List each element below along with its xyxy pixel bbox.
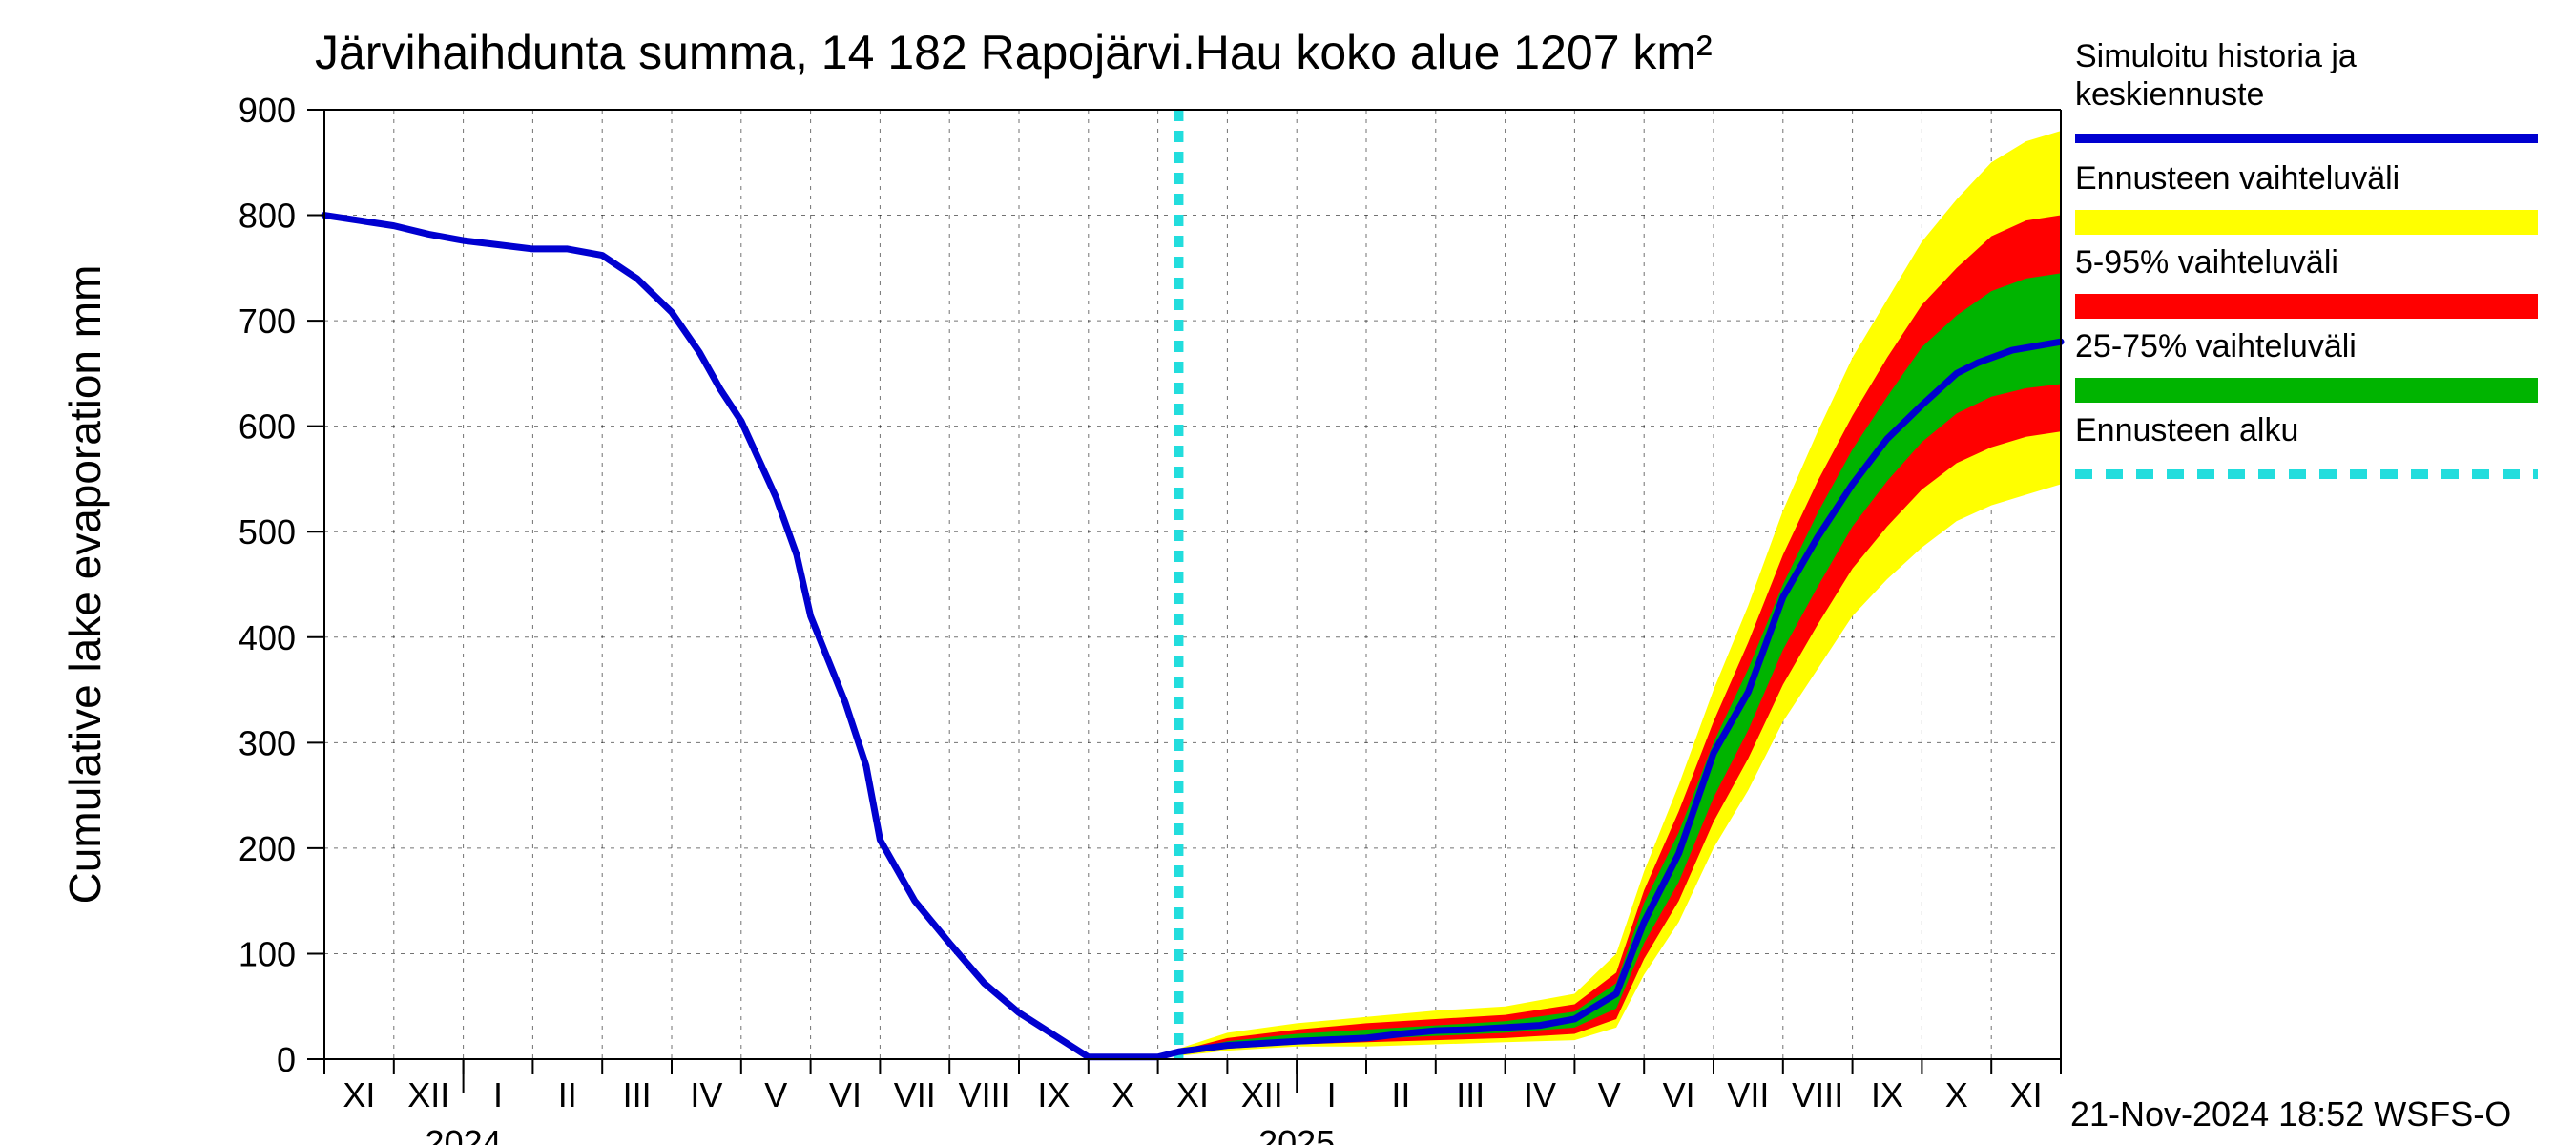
legend-label: Simuloitu historia ja (2075, 38, 2357, 74)
xtick-month: XI (343, 1075, 375, 1114)
xtick-year: 2024 (426, 1123, 502, 1145)
xtick-month: IX (1871, 1075, 1903, 1114)
xtick-month: I (493, 1075, 503, 1114)
xtick-month: III (623, 1075, 652, 1114)
legend-label: 5-95% vaihteluväli (2075, 244, 2338, 281)
legend-swatch (2075, 210, 2538, 235)
y-axis-label: Cumulative lake evaporation mm (60, 265, 110, 905)
xtick-month: X (1945, 1075, 1968, 1114)
ytick-label: 600 (239, 407, 296, 447)
ytick-label: 700 (239, 302, 296, 341)
xtick-month: IV (690, 1075, 722, 1114)
xtick-month: VIII (1792, 1075, 1843, 1114)
legend-label: 25-75% vaihteluväli (2075, 328, 2357, 364)
xtick-month: V (764, 1075, 787, 1114)
legend-label: Ennusteen alku (2075, 412, 2298, 448)
ytick-label: 300 (239, 723, 296, 762)
xtick-month: VII (894, 1075, 936, 1114)
xtick-month: V (1598, 1075, 1621, 1114)
xtick-month: XII (407, 1075, 449, 1114)
xtick-month: XII (1241, 1075, 1283, 1114)
ytick-label: 400 (239, 618, 296, 657)
legend-swatch (2075, 378, 2538, 403)
render-timestamp: 21-Nov-2024 18:52 WSFS-O (2070, 1094, 2511, 1134)
xtick-month: II (1391, 1075, 1410, 1114)
legend-label: Ennusteen vaihteluväli (2075, 160, 2399, 197)
xtick-month: XI (1176, 1075, 1209, 1114)
chart-container: 0100200300400500600700800900XIXIIIIIIIII… (0, 0, 2576, 1145)
band-inner (1178, 273, 2061, 1053)
ytick-label: 900 (239, 91, 296, 130)
ytick-label: 100 (239, 934, 296, 973)
xtick-month: X (1111, 1075, 1134, 1114)
xtick-month: VI (829, 1075, 862, 1114)
xtick-month: VII (1727, 1075, 1769, 1114)
xtick-month: IV (1524, 1075, 1556, 1114)
legend-label: keskiennuste (2075, 76, 2264, 113)
xtick-month: VI (1663, 1075, 1695, 1114)
chart-svg: 0100200300400500600700800900XIXIIIIIIIII… (0, 0, 2576, 1145)
legend: Simuloitu historia jakeskiennuste Ennuste… (2075, 38, 2538, 474)
xtick-month: IX (1037, 1075, 1070, 1114)
ytick-label: 200 (239, 829, 296, 868)
ytick-label: 500 (239, 512, 296, 552)
chart-title: Järvihaihdunta summa, 14 182 Rapojärvi.H… (315, 26, 1713, 79)
ytick-label: 0 (277, 1040, 296, 1079)
uncertainty-bands (1178, 131, 2061, 1056)
legend-swatch (2075, 294, 2538, 319)
xtick-month: XI (2010, 1075, 2043, 1114)
xtick-month: III (1456, 1075, 1485, 1114)
xtick-month: VIII (959, 1075, 1010, 1114)
xtick-month: II (558, 1075, 577, 1114)
band-outer (1178, 131, 2061, 1056)
ytick-label: 800 (239, 197, 296, 236)
xtick-year: 2025 (1258, 1123, 1335, 1145)
xtick-month: I (1327, 1075, 1337, 1114)
